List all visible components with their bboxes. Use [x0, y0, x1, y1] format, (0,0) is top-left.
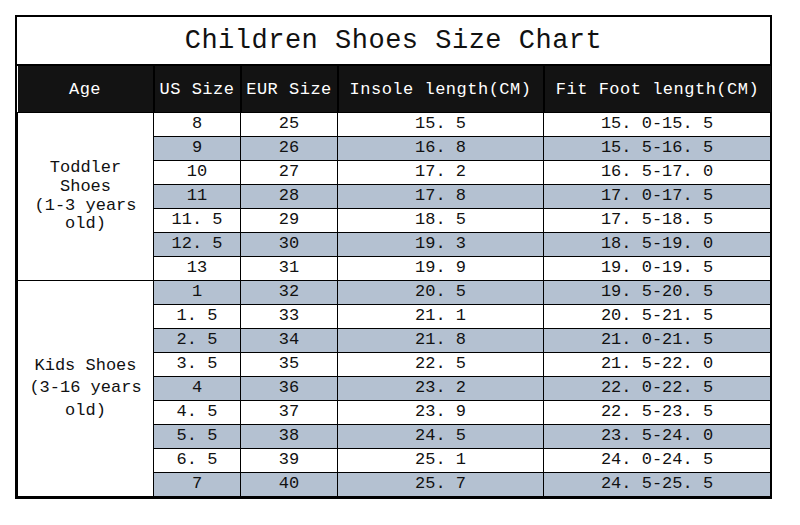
col-header-fit-foot-length: Fit Foot length(CM) [544, 66, 771, 113]
us-size-cell: 8 [154, 113, 241, 137]
us-size-cell: 4 [154, 377, 241, 401]
eur-size-cell: 33 [241, 305, 338, 329]
fit-foot-length-cell: 18. 5-19. 0 [544, 233, 771, 257]
eur-size-cell: 28 [241, 185, 338, 209]
us-size-cell: 5. 5 [154, 425, 241, 449]
insole-length-cell: 19. 9 [338, 257, 544, 281]
header-row: Age US Size EUR Size Insole length(CM) F… [18, 66, 771, 113]
us-size-cell: 12. 5 [154, 233, 241, 257]
fit-foot-length-cell: 15. 5-16. 5 [544, 137, 771, 161]
col-header-eur-size: EUR Size [241, 66, 338, 113]
eur-size-cell: 40 [241, 473, 338, 497]
insole-length-cell: 15. 5 [338, 113, 544, 137]
table-body: Toddler Shoes (1-3 years old) 8 25 15. 5… [18, 113, 771, 497]
fit-foot-length-cell: 15. 0-15. 5 [544, 113, 771, 137]
size-table: Age US Size EUR Size Insole length(CM) F… [17, 66, 771, 497]
table-row: Kids Shoes (3-16 years old) 1 32 20. 5 1… [18, 281, 771, 305]
col-header-us-size: US Size [154, 66, 241, 113]
eur-size-cell: 34 [241, 329, 338, 353]
eur-size-cell: 31 [241, 257, 338, 281]
us-size-cell: 9 [154, 137, 241, 161]
eur-size-cell: 27 [241, 161, 338, 185]
insole-length-cell: 21. 1 [338, 305, 544, 329]
eur-size-cell: 26 [241, 137, 338, 161]
us-size-cell: 3. 5 [154, 353, 241, 377]
col-header-age: Age [18, 66, 154, 113]
us-size-cell: 2. 5 [154, 329, 241, 353]
fit-foot-length-cell: 24. 5-25. 5 [544, 473, 771, 497]
page-title: Children Shoes Size Chart [17, 17, 770, 66]
fit-foot-length-cell: 21. 0-21. 5 [544, 329, 771, 353]
eur-size-cell: 39 [241, 449, 338, 473]
eur-size-cell: 36 [241, 377, 338, 401]
eur-size-cell: 35 [241, 353, 338, 377]
insole-length-cell: 17. 8 [338, 185, 544, 209]
eur-size-cell: 37 [241, 401, 338, 425]
insole-length-cell: 25. 7 [338, 473, 544, 497]
fit-foot-length-cell: 17. 5-18. 5 [544, 209, 771, 233]
eur-size-cell: 25 [241, 113, 338, 137]
us-size-cell: 11. 5 [154, 209, 241, 233]
insole-length-cell: 23. 2 [338, 377, 544, 401]
fit-foot-length-cell: 19. 0-19. 5 [544, 257, 771, 281]
us-size-cell: 11 [154, 185, 241, 209]
insole-length-cell: 18. 5 [338, 209, 544, 233]
eur-size-cell: 29 [241, 209, 338, 233]
us-size-cell: 1. 5 [154, 305, 241, 329]
table-row: Toddler Shoes (1-3 years old) 8 25 15. 5… [18, 113, 771, 137]
insole-length-cell: 21. 8 [338, 329, 544, 353]
insole-length-cell: 23. 9 [338, 401, 544, 425]
fit-foot-length-cell: 23. 5-24. 0 [544, 425, 771, 449]
fit-foot-length-cell: 16. 5-17. 0 [544, 161, 771, 185]
us-size-cell: 13 [154, 257, 241, 281]
us-size-cell: 1 [154, 281, 241, 305]
fit-foot-length-cell: 20. 5-21. 5 [544, 305, 771, 329]
insole-length-cell: 22. 5 [338, 353, 544, 377]
col-header-insole-length: Insole length(CM) [338, 66, 544, 113]
insole-length-cell: 16. 8 [338, 137, 544, 161]
us-size-cell: 10 [154, 161, 241, 185]
eur-size-cell: 30 [241, 233, 338, 257]
size-chart: Children Shoes Size Chart Age US Size EU… [15, 15, 772, 499]
table-header: Age US Size EUR Size Insole length(CM) F… [18, 66, 771, 113]
fit-foot-length-cell: 22. 0-22. 5 [544, 377, 771, 401]
eur-size-cell: 38 [241, 425, 338, 449]
eur-size-cell: 32 [241, 281, 338, 305]
insole-length-cell: 19. 3 [338, 233, 544, 257]
us-size-cell: 7 [154, 473, 241, 497]
insole-length-cell: 20. 5 [338, 281, 544, 305]
fit-foot-length-cell: 17. 0-17. 5 [544, 185, 771, 209]
fit-foot-length-cell: 19. 5-20. 5 [544, 281, 771, 305]
us-size-cell: 4. 5 [154, 401, 241, 425]
fit-foot-length-cell: 22. 5-23. 5 [544, 401, 771, 425]
fit-foot-length-cell: 24. 0-24. 5 [544, 449, 771, 473]
us-size-cell: 6. 5 [154, 449, 241, 473]
age-group-toddler: Toddler Shoes (1-3 years old) [18, 113, 154, 281]
insole-length-cell: 24. 5 [338, 425, 544, 449]
insole-length-cell: 17. 2 [338, 161, 544, 185]
insole-length-cell: 25. 1 [338, 449, 544, 473]
age-group-kids: Kids Shoes (3-16 years old) [18, 281, 154, 497]
fit-foot-length-cell: 21. 5-22. 0 [544, 353, 771, 377]
